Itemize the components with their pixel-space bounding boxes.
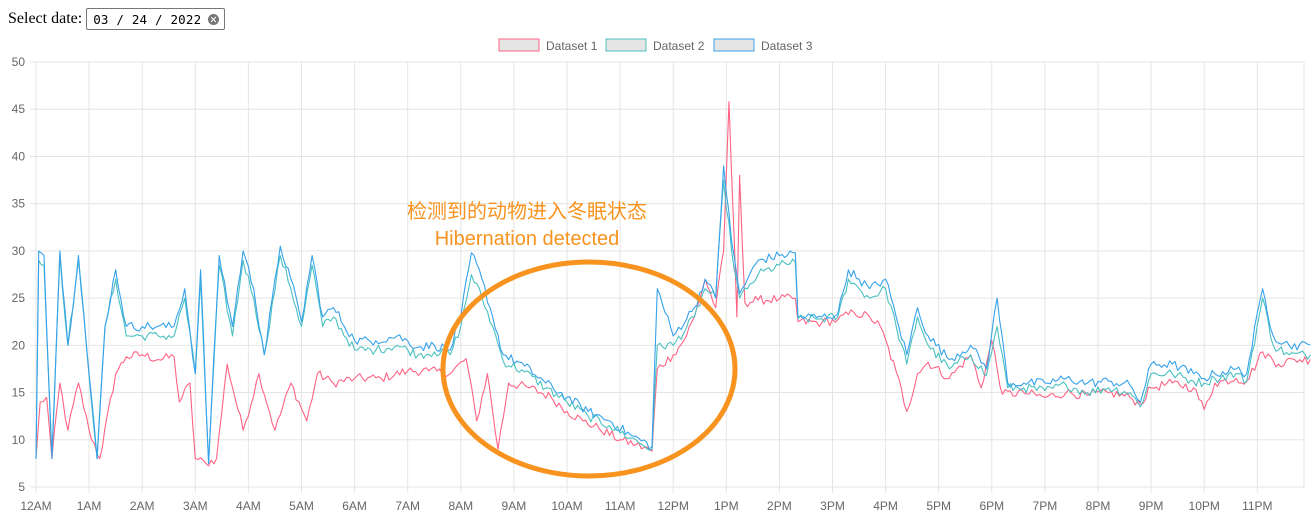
x-axis-ticks: 12AM 1AM 2AM 3AM 4AM 5AM 6AM 7AM 8AM 9AM 10AM 11AM 1… [20, 499, 1272, 513]
y-tick-label: 10 [12, 433, 26, 447]
y-tick-label: 15 [12, 386, 26, 400]
legend-label: Dataset 1 [546, 39, 598, 53]
x-tick-label: 6PM [979, 499, 1004, 513]
chart-legend[interactable]: Dataset 1 Dataset 2 Dataset 3 [498, 38, 813, 53]
y-tick-label: 45 [12, 102, 26, 116]
y-tick-label: 35 [12, 197, 26, 211]
legend-label: Dataset 2 [653, 39, 705, 53]
legend-swatch [498, 38, 540, 52]
x-tick-label: 10AM [551, 499, 582, 513]
x-tick-label: 5PM [926, 499, 951, 513]
y-tick-label: 30 [12, 244, 26, 258]
x-tick-label: 1PM [714, 499, 739, 513]
x-tick-label: 10PM [1189, 499, 1220, 513]
y-tick-label: 20 [12, 338, 26, 352]
legend-item[interactable]: Dataset 1 [498, 38, 598, 53]
y-tick-label: 40 [12, 149, 26, 163]
y-tick-label: 5 [18, 480, 25, 494]
hibernation-highlight-ellipse [440, 259, 738, 479]
annotation-english: Hibernation detected [435, 228, 620, 250]
series-line-3 [35, 165, 1311, 464]
date-value[interactable]: 03 / 24 / 2022 [93, 11, 202, 27]
x-tick-label: 11PM [1242, 499, 1272, 513]
x-tick-label: 11AM [605, 499, 635, 513]
y-tick-label: 25 [12, 291, 26, 305]
x-tick-label: 7PM [1033, 499, 1058, 513]
x-tick-label: 5AM [289, 499, 314, 513]
legend-label: Dataset 3 [761, 39, 813, 53]
x-tick-label: 9PM [1139, 499, 1164, 513]
x-tick-label: 4PM [873, 499, 898, 513]
x-tick-label: 1AM [77, 499, 102, 513]
date-picker-bar: Select date: 03 / 24 / 2022 [8, 7, 226, 31]
x-tick-label: 3PM [820, 499, 845, 513]
annotation-chinese: 检测到的动物进入冬眠状态 [407, 199, 647, 223]
legend-swatch [713, 38, 755, 52]
x-tick-label: 2AM [130, 499, 155, 513]
x-tick-label: 4AM [236, 499, 261, 513]
x-tick-label: 8PM [1086, 499, 1111, 513]
series-line-2 [35, 179, 1311, 464]
x-tick-label: 8AM [448, 499, 473, 513]
x-tick-label: 9AM [502, 499, 527, 513]
x-tick-label: 6AM [342, 499, 367, 513]
chart-series [35, 101, 1311, 467]
date-input[interactable]: 03 / 24 / 2022 [86, 8, 226, 30]
x-tick-label: 3AM [183, 499, 208, 513]
x-tick-label: 12AM [20, 499, 51, 513]
legend-item[interactable]: Dataset 2 [605, 38, 705, 53]
x-tick-label: 12PM [658, 499, 689, 513]
clear-icon[interactable] [208, 13, 220, 25]
y-tick-label: 50 [12, 55, 26, 69]
legend-swatch [605, 38, 647, 52]
series-line-1 [35, 101, 1311, 467]
x-tick-label: 7AM [395, 499, 420, 513]
legend-item[interactable]: Dataset 3 [713, 38, 813, 53]
x-tick-label: 2PM [767, 499, 792, 513]
y-axis-ticks: 5 10 15 20 25 30 35 40 45 50 [12, 55, 26, 494]
date-label: Select date: [8, 10, 83, 27]
